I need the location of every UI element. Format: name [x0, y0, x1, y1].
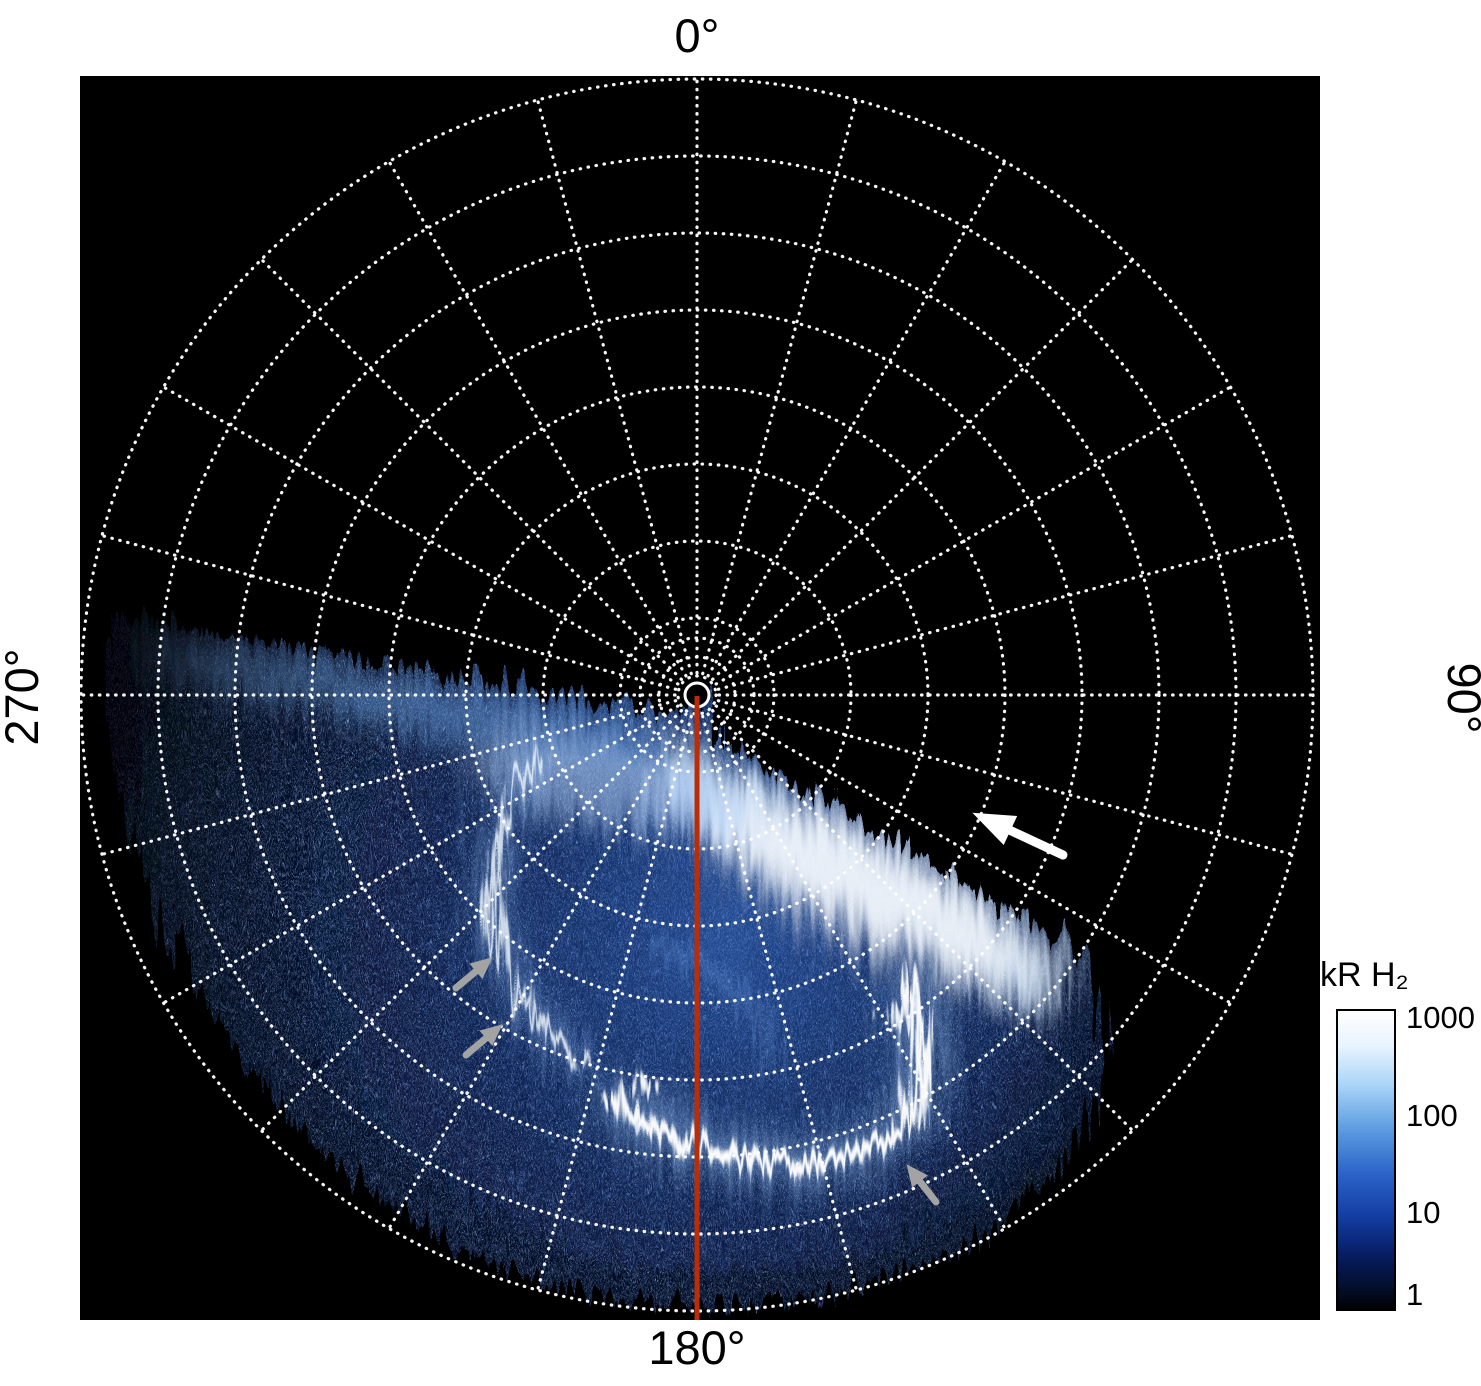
colorbar-tick-1: 1 [1406, 1277, 1423, 1312]
angle-label-left: 270° [0, 648, 48, 745]
grid-spoke [714, 704, 1233, 1005]
grid-spoke [100, 699, 678, 857]
grid-ring [676, 674, 718, 716]
grid-ring [233, 231, 1161, 1159]
grid-spoke [535, 98, 693, 676]
angle-label-top: 0° [675, 9, 720, 62]
grid-spoke [701, 98, 859, 676]
colorbar: kR H₂ 1000 100 10 1 [1320, 956, 1475, 1312]
angle-label-right: 90° [1438, 662, 1481, 733]
colorbar-label: kR H₂ [1320, 956, 1409, 994]
colorbar-tick-100: 100 [1406, 1098, 1458, 1133]
polar-grid [80, 77, 1315, 1313]
grid-spoke [716, 533, 1294, 691]
gray-arrow-annotation-2 [462, 1024, 503, 1059]
grid-spoke [710, 257, 1135, 682]
colorbar-tick-10: 10 [1406, 1195, 1440, 1230]
grid-spoke [706, 159, 1007, 678]
grid-spoke [701, 714, 859, 1292]
grid-spoke [716, 699, 1294, 857]
grid-ring [387, 385, 1007, 1005]
grid-spoke [714, 385, 1233, 686]
angle-label-bottom: 180° [648, 1321, 745, 1374]
grid-spoke [706, 712, 1007, 1231]
grid-spoke [161, 704, 680, 1005]
grid-spoke [161, 385, 680, 686]
colorbar-gradient [1336, 1009, 1396, 1311]
white-arrow-annotation [972, 812, 1068, 860]
gray-arrow-annotation-1 [452, 957, 493, 992]
grid-spoke [710, 708, 1135, 1133]
gray-arrow-annotation-3 [906, 1164, 940, 1206]
grid-spoke [259, 708, 684, 1133]
grid-spoke [387, 712, 688, 1231]
grid-spoke [535, 714, 693, 1292]
grid-ring [80, 77, 1315, 1313]
grid-spoke [100, 533, 678, 691]
grid-spoke [259, 257, 684, 682]
grid-spoke [387, 159, 688, 678]
colorbar-tick-1000: 1000 [1406, 1000, 1475, 1035]
